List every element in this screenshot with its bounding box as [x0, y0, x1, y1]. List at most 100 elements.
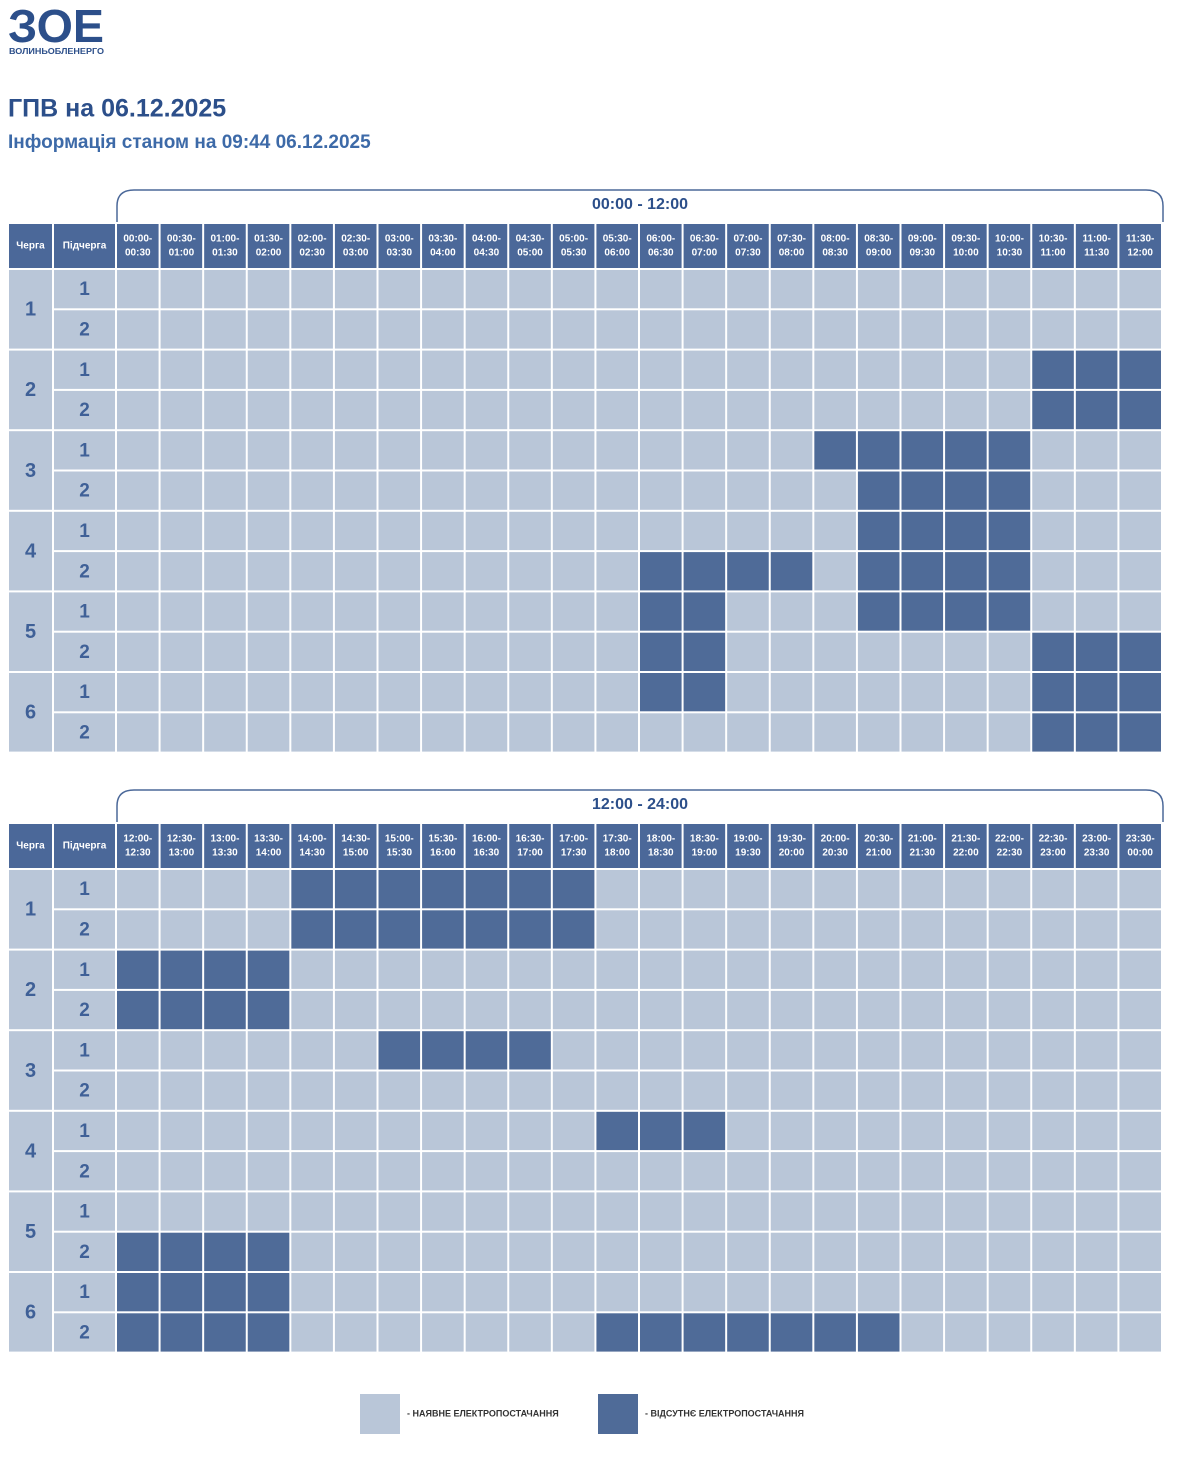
slot-label: 10:30 — [997, 248, 1023, 259]
schedule-cell — [901, 1071, 944, 1110]
schedule-cell — [857, 310, 900, 349]
schedule-cell — [334, 270, 377, 309]
schedule-cell — [988, 270, 1031, 309]
schedule-cell — [117, 990, 159, 1030]
header-cell — [54, 224, 115, 268]
schedule-cell — [509, 673, 551, 712]
header-cell — [509, 224, 551, 268]
subgroup-label: 1 — [79, 602, 90, 623]
slot-label: 07:30- — [777, 234, 806, 245]
schedule-cell — [247, 950, 290, 989]
header-cell — [465, 224, 508, 268]
schedule-cell — [1075, 1273, 1118, 1312]
schedule-cell — [247, 270, 290, 309]
slot-label: 20:00- — [821, 834, 850, 845]
schedule-cell — [378, 310, 421, 349]
header-cell — [552, 224, 595, 268]
schedule-cell — [291, 310, 333, 349]
slot-label: 13:30 — [212, 848, 238, 859]
schedule-cell — [334, 511, 377, 551]
schedule-cell — [640, 1152, 682, 1191]
schedule-cell — [640, 713, 682, 752]
schedule-cell — [988, 632, 1031, 671]
schedule-cell — [422, 1273, 464, 1312]
schedule-cell — [160, 673, 203, 712]
subgroup-label: 2 — [79, 1322, 90, 1343]
slot-label: 15:00- — [385, 834, 414, 845]
slot-label: 07:00- — [734, 234, 763, 245]
schedule-cell — [204, 1152, 246, 1191]
schedule-cell — [465, 270, 508, 309]
schedule-cell — [204, 471, 246, 510]
schedule-cell — [422, 431, 464, 470]
schedule-cell — [727, 632, 769, 671]
schedule-cell — [727, 471, 769, 510]
schedule-cell — [770, 1313, 813, 1352]
slot-label: 17:30 — [561, 848, 587, 859]
period-bracket — [116, 189, 1164, 222]
schedule-cell — [901, 1111, 944, 1151]
schedule-cell — [1119, 552, 1161, 591]
schedule-cell — [596, 1273, 638, 1312]
schedule-cell — [857, 870, 900, 909]
schedule-cell — [857, 1152, 900, 1191]
schedule-cell — [683, 1192, 726, 1231]
schedule-cell — [945, 673, 987, 712]
subgroup-cell — [54, 1111, 115, 1151]
schedule-cell — [901, 511, 944, 551]
header-cell — [54, 824, 115, 868]
schedule-cell — [378, 1232, 421, 1271]
schedule-cell — [945, 270, 987, 309]
schedule-cell — [1075, 1192, 1118, 1231]
schedule-cell — [160, 910, 203, 949]
schedule-cell — [683, 1152, 726, 1191]
schedule-cell — [988, 1111, 1031, 1151]
schedule-cell — [509, 511, 551, 551]
schedule-cell — [857, 431, 900, 470]
slot-label: 13:00 — [169, 848, 195, 859]
schedule-cell — [988, 1152, 1031, 1191]
logo-name: ВОЛИНЬОБЛЕНЕРГО — [9, 47, 104, 56]
slot-label: 03:00 — [343, 248, 369, 259]
schedule-cell — [552, 390, 595, 430]
schedule-cell — [857, 1313, 900, 1352]
schedule-cell — [334, 713, 377, 752]
schedule-cell — [247, 1273, 290, 1312]
group-label: 6 — [25, 1302, 36, 1324]
group-cell — [9, 592, 52, 671]
schedule-cell — [857, 990, 900, 1030]
header-cell — [683, 224, 726, 268]
slot-label: 21:30- — [951, 834, 980, 845]
schedule-cell — [814, 1071, 856, 1110]
schedule-cell — [640, 1111, 682, 1151]
schedule-cell — [291, 390, 333, 430]
schedule-cell — [117, 1192, 159, 1231]
slot-label: 16:30 — [474, 848, 500, 859]
schedule-cell — [727, 910, 769, 949]
schedule-cell — [857, 1192, 900, 1231]
schedule-cell — [378, 431, 421, 470]
schedule-cell — [160, 471, 203, 510]
schedule-cell — [160, 1152, 203, 1191]
schedule-cell — [727, 310, 769, 349]
subgroup-label: 1 — [79, 1121, 90, 1142]
schedule-cell — [1032, 632, 1074, 671]
schedule-cell — [1119, 511, 1161, 551]
slot-label: 07:30 — [735, 248, 761, 259]
schedule-cell — [1032, 1273, 1074, 1312]
schedule-cell — [552, 1232, 595, 1271]
schedule-cell — [901, 632, 944, 671]
schedule-cell — [1119, 592, 1161, 631]
header-cell — [945, 224, 987, 268]
schedule-cell — [465, 1273, 508, 1312]
schedule-cell — [945, 511, 987, 551]
schedule-cell — [683, 632, 726, 671]
schedule-cell — [988, 713, 1031, 752]
group-label: 5 — [25, 1221, 36, 1243]
schedule-cell — [727, 1071, 769, 1110]
schedule-cell — [770, 1152, 813, 1191]
schedule-cell — [683, 350, 726, 389]
schedule-cell — [552, 990, 595, 1030]
header-cell — [770, 224, 813, 268]
slot-label: 02:30 — [299, 248, 325, 259]
